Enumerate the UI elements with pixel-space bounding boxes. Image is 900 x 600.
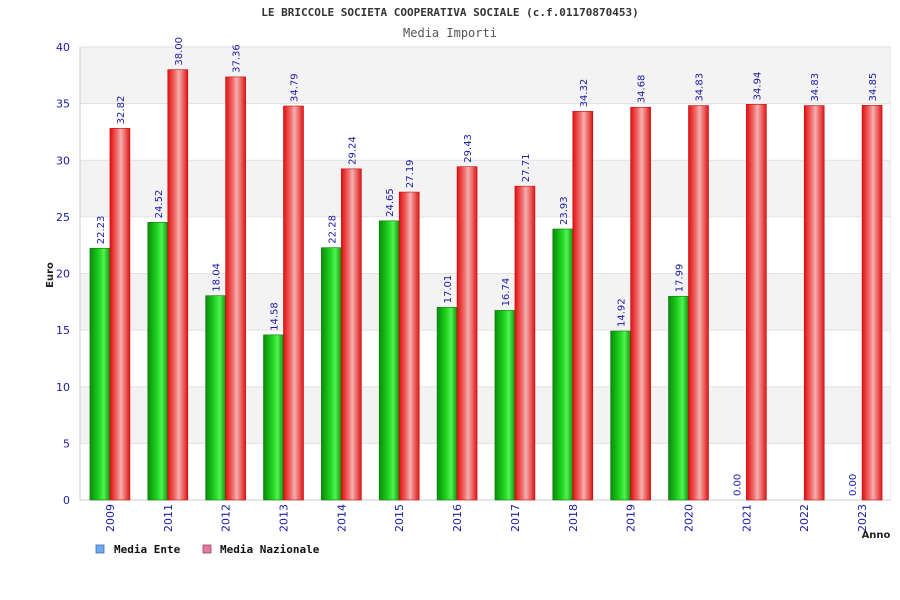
grid-band (80, 47, 890, 104)
value-label: 27.19 (405, 159, 416, 188)
bar-media-nazionale-2013 (283, 105, 304, 501)
x-tick-label: 2013 (278, 504, 291, 532)
value-label: 34.83 (695, 73, 706, 102)
value-label: 0.00 (848, 474, 859, 496)
value-label: 34.32 (579, 79, 590, 108)
bar-media-ente-2009 (89, 247, 111, 501)
bar-media-ente-2012 (205, 295, 226, 501)
bar-media-ente-2014 (321, 247, 342, 501)
bar-media-nazionale-2018 (572, 111, 594, 501)
value-label: 14.58 (270, 302, 281, 331)
value-label: 23.93 (559, 196, 570, 225)
bar-media-ente-2013 (263, 334, 284, 501)
value-label: 24.65 (385, 188, 396, 217)
grid-band (80, 273, 890, 331)
bar-media-nazionale-2023 (861, 105, 883, 501)
y-tick-label: 40 (56, 41, 70, 54)
x-tick-label: 2014 (335, 504, 348, 532)
bar-media-nazionale-2022 (803, 105, 825, 501)
bar-media-nazionale-2017 (514, 185, 536, 501)
value-label: 17.99 (675, 264, 686, 293)
value-label: 0.00 (732, 474, 743, 496)
plot-area (79, 46, 891, 501)
value-label: 17.01 (443, 275, 454, 304)
x-tick-label: 2023 (856, 504, 869, 532)
bar-media-nazionale-2020 (688, 105, 709, 501)
bars (89, 69, 883, 501)
x-tick-label: 2016 (451, 504, 464, 532)
value-labels: 22.23 32.82 24.52 38.00 18.04 37.36 14.58 34.79… (96, 37, 879, 496)
bar-media-ente-2019 (610, 330, 631, 501)
bar-media-nazionale-2015 (398, 191, 420, 501)
bar-media-ente-2020 (668, 295, 689, 501)
bar-media-ente-2017 (494, 310, 516, 501)
bar-media-ente-2011 (147, 222, 169, 501)
y-tick-label: 5 (63, 437, 70, 450)
value-label: 34.79 (290, 73, 301, 102)
y-tick-label: 35 (56, 98, 70, 111)
x-axis: 2009 2011 2012 2013 2014 2015 2016 2017 2018 2019… (104, 504, 869, 532)
x-tick-label: 2021 (740, 504, 753, 532)
x-tick-label: 2020 (683, 504, 696, 532)
value-label: 34.85 (868, 73, 879, 102)
y-axis: 0 5 10 15 20 25 30 35 40 (56, 41, 70, 507)
grid-band (80, 386, 890, 444)
y-tick-label: 15 (56, 324, 70, 337)
x-tick-label: 2012 (220, 504, 233, 532)
bar-media-nazionale-2019 (630, 106, 651, 501)
bar-media-ente-2015 (378, 220, 400, 501)
value-label: 27.71 (521, 154, 532, 183)
legend-swatch-media-nazionale (202, 544, 212, 554)
bar-media-ente-2018 (552, 228, 574, 501)
value-label: 38.00 (174, 37, 185, 66)
bar-media-nazionale-2009 (109, 128, 131, 501)
chart-subtitle: Media Importi (403, 26, 497, 40)
value-label: 14.92 (617, 298, 628, 327)
x-tick-label: 2011 (162, 504, 175, 532)
y-tick-label: 30 (56, 154, 70, 167)
value-label: 16.74 (501, 278, 512, 307)
grid-band (80, 216, 890, 274)
value-label: 32.82 (116, 96, 127, 125)
x-tick-label: 2017 (509, 504, 522, 532)
y-tick-label: 20 (56, 268, 70, 281)
value-label: 34.68 (637, 75, 648, 104)
x-tick-label: 2009 (104, 504, 117, 532)
value-label: 34.94 (752, 72, 763, 101)
grid-band (80, 330, 890, 387)
grid-band (80, 103, 890, 161)
y-tick-label: 25 (56, 211, 70, 224)
bar-media-nazionale-2021 (746, 104, 767, 501)
grid-band (80, 443, 890, 500)
value-label: 29.43 (463, 134, 474, 163)
grid-band (80, 160, 890, 217)
value-label: 37.36 (232, 44, 243, 73)
value-label: 34.83 (810, 73, 821, 102)
y-tick-label: 0 (63, 494, 70, 507)
value-label: 24.52 (154, 190, 165, 219)
x-tick-label: 2022 (798, 504, 811, 532)
x-tick-label: 2018 (567, 504, 580, 532)
x-axis-title: Anno (862, 530, 891, 541)
value-label: 22.23 (96, 216, 107, 245)
legend-swatch-media-ente (95, 544, 105, 554)
legend-label-media-nazionale: Media Nazionale (220, 543, 320, 556)
bar-media-nazionale-2012 (225, 76, 246, 501)
bar-media-ente-2016 (436, 307, 458, 501)
bar-media-nazionale-2016 (456, 166, 478, 501)
bar-media-nazionale-2014 (341, 168, 362, 501)
y-tick-label: 10 (56, 381, 70, 394)
x-tick-label: 2015 (393, 504, 406, 532)
chart-title: LE BRICCOLE SOCIETA COOPERATIVA SOCIALE … (261, 6, 639, 19)
value-label: 18.04 (212, 263, 223, 292)
x-tick-label: 2019 (625, 504, 638, 532)
value-label: 29.24 (347, 136, 358, 165)
legend-label-media-ente: Media Ente (114, 543, 181, 556)
bar-media-nazionale-2011 (167, 69, 189, 501)
legend: Media Ente Media Nazionale (95, 543, 320, 556)
y-axis-title: Euro (45, 262, 56, 288)
value-label: 22.28 (327, 215, 338, 244)
